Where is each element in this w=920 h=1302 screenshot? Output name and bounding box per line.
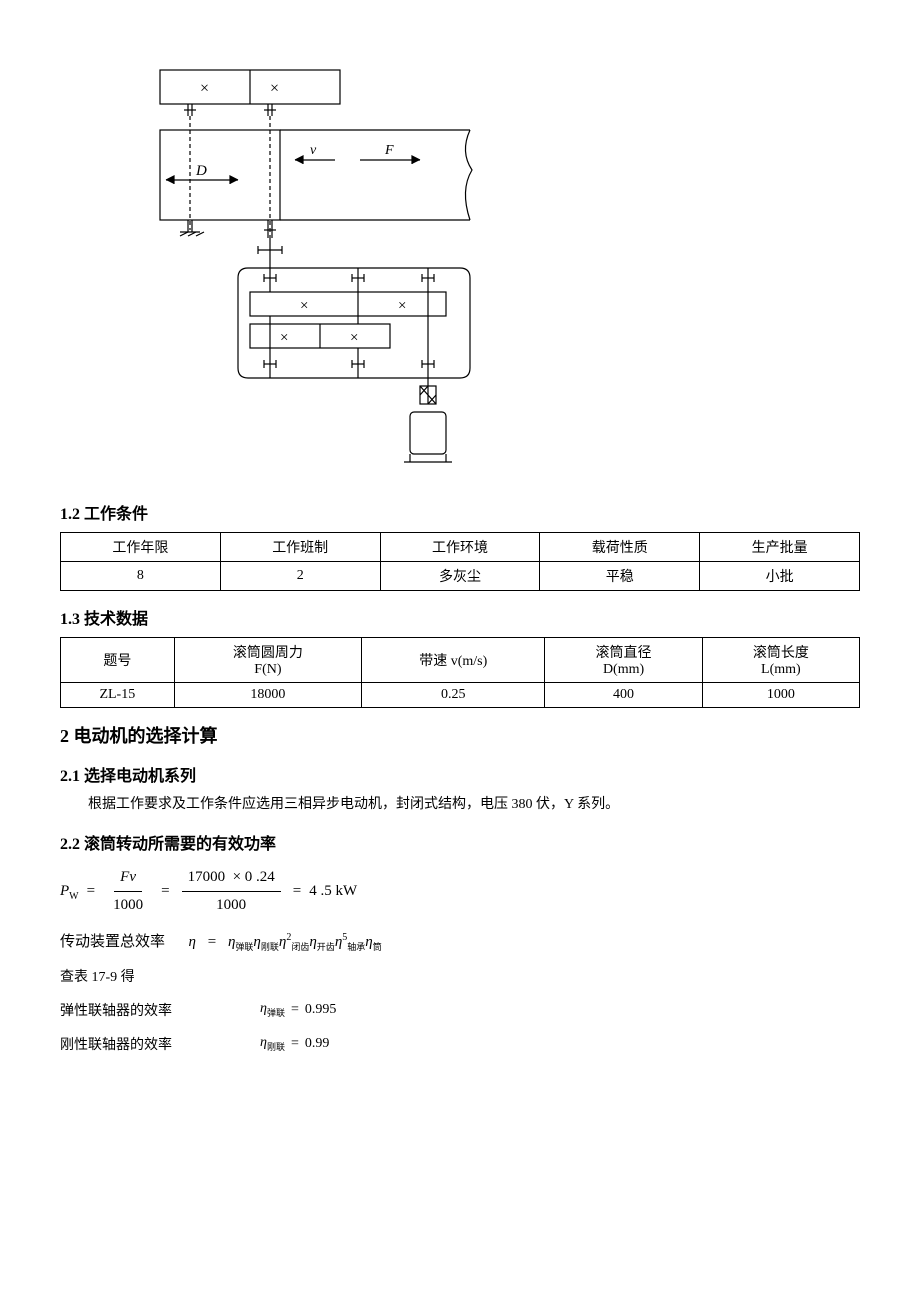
svg-text:×: × (280, 330, 288, 346)
efficiency-row: 刚性联轴器的效率η刚联=0.99 (60, 1034, 860, 1054)
technical-data-table: 题号滚筒圆周力F(N)带速 v(m/s)滚筒直径D(mm)滚筒长度L(mm) Z… (60, 637, 860, 708)
eta-term: η2闭齿 (279, 934, 309, 950)
efficiency-row: 弹性联轴器的效率η弹联=0.995 (60, 1000, 860, 1020)
svg-text:×: × (398, 298, 406, 314)
eta-term: η刚联 (253, 934, 278, 950)
label-F: F (384, 143, 394, 158)
paragraph-2-1: 根据工作要求及工作条件应选用三相异步电动机，封闭式结构，电压 380 伏，Y 系… (60, 794, 860, 816)
svg-text:×: × (200, 80, 209, 97)
pw-formula: PW = Fv1000 = 17000 × 0 .241000 = 4 .5 k… (60, 864, 860, 919)
heading-2-1: 2.1 选择电动机系列 (60, 762, 860, 786)
table-header: 生产批量 (700, 533, 860, 562)
label-D: D (195, 163, 207, 179)
svg-text:×: × (270, 80, 279, 97)
svg-text:×: × (350, 330, 358, 346)
table-header: 工作环境 (380, 533, 540, 562)
table-header: 题号 (61, 638, 175, 683)
label-v: v (310, 143, 317, 158)
table-header: 滚筒长度L(mm) (702, 638, 859, 683)
table-header: 工作班制 (220, 533, 380, 562)
heading-1-3: 1.3 技术数据 (60, 605, 860, 629)
eta-term: η5轴承 (335, 934, 365, 950)
eta-term: η筒 (365, 934, 381, 950)
total-efficiency-formula: 传动装置总效率 η = η弹联η刚联η2闭齿η开齿η5轴承η筒 (60, 929, 860, 956)
table-header: 滚筒直径D(mm) (545, 638, 702, 683)
table-row: ZL-15180000.254001000 (61, 683, 860, 708)
table-header: 带速 v(m/s) (362, 638, 545, 683)
heading-1-2: 1.2 工作条件 (60, 500, 860, 524)
eta-term: η弹联 (228, 934, 253, 950)
table-header: 滚筒圆周力F(N) (174, 638, 361, 683)
heading-2: 2 电动机的选择计算 (60, 722, 860, 748)
working-conditions-table: 工作年限工作班制工作环境载荷性质生产批量 82多灰尘平稳小批 (60, 532, 860, 591)
eta-term: η开齿 (309, 934, 334, 950)
svg-text:×: × (300, 298, 308, 314)
table-header: 工作年限 (61, 533, 221, 562)
table-row: 82多灰尘平稳小批 (61, 562, 860, 591)
heading-2-2: 2.2 滚筒转动所需要的有效功率 (60, 830, 860, 854)
lookup-text: 查表 17-9 得 (60, 966, 860, 986)
table-header: 载荷性质 (540, 533, 700, 562)
transmission-diagram: × × D v F (120, 60, 480, 480)
